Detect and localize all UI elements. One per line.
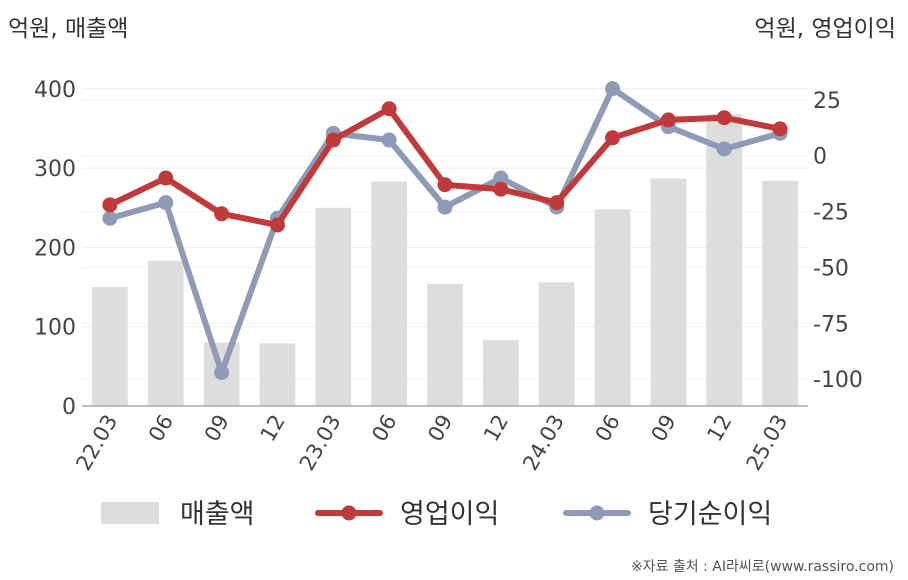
- data-point: [605, 81, 621, 97]
- left-axis-unit-label: 억원, 매출액: [8, 16, 128, 42]
- revenue-bars: [92, 114, 798, 406]
- right-tick-label: -50: [813, 256, 849, 281]
- right-tick-label: 0: [813, 145, 827, 170]
- x-tick-label: 24.03: [518, 411, 569, 475]
- left-tick-label: 100: [34, 316, 76, 341]
- bar: [482, 340, 519, 406]
- left-tick-label: 300: [34, 157, 76, 182]
- data-point: [493, 170, 509, 186]
- data-point: [549, 195, 565, 211]
- x-tick-label: 25.03: [742, 411, 793, 475]
- x-axis-ticks: 22.03 06 09 12 23.03 06 09 12 24.03 06 09 12 25.03: [71, 411, 792, 475]
- data-point: [214, 364, 230, 380]
- x-tick-label: 12: [479, 411, 513, 446]
- bar: [650, 178, 687, 406]
- right-axis-ticks: 25 0 -25 -50 -75 -100: [813, 89, 863, 393]
- bar: [147, 260, 184, 406]
- legend-marker: [589, 505, 605, 521]
- data-point: [437, 177, 453, 193]
- data-point: [158, 170, 174, 186]
- right-tick-label: -25: [813, 201, 849, 226]
- data-point: [102, 197, 118, 213]
- data-point: [325, 132, 341, 148]
- bar: [706, 114, 743, 406]
- x-tick-label: 09: [200, 411, 234, 446]
- bar: [315, 207, 352, 406]
- bar: [259, 343, 296, 406]
- left-tick-label: 0: [62, 395, 76, 420]
- data-point: [269, 217, 285, 233]
- x-tick-label: 12: [702, 411, 736, 446]
- x-tick-label: 06: [144, 411, 178, 446]
- right-tick-label: -100: [813, 368, 863, 393]
- legend-label: 당기순이익: [648, 499, 772, 530]
- data-point: [660, 112, 676, 128]
- data-point: [605, 130, 621, 146]
- legend-label: 영업이익: [400, 499, 499, 530]
- bar: [427, 283, 463, 406]
- x-tick-label: 22.03: [71, 411, 122, 475]
- data-point: [214, 206, 230, 222]
- data-point: [716, 110, 732, 126]
- right-tick-label: 25: [813, 89, 841, 114]
- data-point: [772, 121, 788, 137]
- left-tick-label: 200: [34, 236, 76, 261]
- bar: [371, 181, 408, 406]
- x-tick-label: 06: [367, 411, 401, 446]
- x-tick-label: 12: [256, 411, 290, 446]
- source-note: ※자료 출처 : AI라씨로(www.rassiro.com): [631, 559, 894, 575]
- data-point: [381, 132, 397, 148]
- profit-lines: [102, 81, 788, 380]
- right-axis-unit-label: 억원, 영업이익: [754, 16, 896, 42]
- x-tick-label: 23.03: [295, 411, 346, 475]
- x-tick-label: 06: [591, 411, 625, 446]
- legend-swatch: [101, 502, 159, 524]
- data-point: [158, 195, 174, 211]
- legend-marker: [341, 505, 357, 521]
- bar: [538, 282, 575, 406]
- x-tick-label: 09: [647, 411, 681, 446]
- x-tick-label: 09: [423, 411, 457, 446]
- bar: [92, 287, 128, 406]
- left-axis-ticks: 0 100 200 300 400: [34, 78, 76, 420]
- bar: [594, 209, 631, 406]
- data-point: [381, 101, 397, 117]
- data-point: [716, 141, 732, 157]
- data-point: [437, 199, 453, 215]
- left-tick-label: 400: [34, 78, 76, 103]
- data-point: [102, 210, 118, 226]
- data-point: [493, 181, 509, 197]
- legend-label: 매출액: [180, 499, 255, 530]
- right-tick-label: -75: [813, 312, 849, 337]
- legend: 매출액 영업이익 당기순이익: [101, 499, 772, 530]
- bar: [762, 180, 798, 406]
